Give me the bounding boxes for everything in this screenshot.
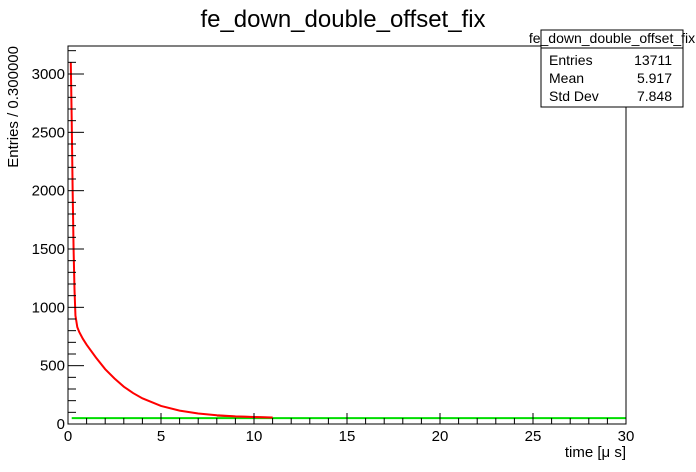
stats-box: fe_down_double_offset_fix Entries 13711 … xyxy=(529,29,695,108)
y-tick-label: 1500 xyxy=(32,241,65,258)
y-axis-label: Entries / 0.300000 xyxy=(5,46,22,168)
x-tick-label: 30 xyxy=(618,428,635,445)
y-tick-label: 2500 xyxy=(32,124,65,141)
stats-mean-label: Mean xyxy=(549,70,584,86)
x-tick-label: 25 xyxy=(525,428,542,445)
y-tick-label: 500 xyxy=(40,358,65,375)
x-tick-label: 10 xyxy=(246,428,263,445)
y-tick-label: 1000 xyxy=(32,299,65,316)
fit-curve xyxy=(69,62,273,419)
stats-box-title: fe_down_double_offset_fix xyxy=(529,30,695,46)
chart-title: fe_down_double_offset_fix xyxy=(200,6,485,33)
y-tick-label: 0 xyxy=(57,416,65,433)
y-tick-label: 2000 xyxy=(32,183,65,200)
x-axis: 0 5 10 15 20 25 30 xyxy=(64,413,635,445)
y-tick-label: 3000 xyxy=(32,66,65,83)
stats-mean-value: 5.917 xyxy=(637,70,672,86)
stats-stddev-value: 7.848 xyxy=(637,88,672,104)
stats-box-frame xyxy=(540,29,684,108)
stats-stddev-label: Std Dev xyxy=(549,88,599,104)
fit-curves xyxy=(69,62,626,420)
stats-entries-label: Entries xyxy=(549,52,593,68)
x-tick-label: 0 xyxy=(64,428,72,445)
x-axis-label: time [μ s] xyxy=(565,444,626,461)
x-tick-label: 15 xyxy=(339,428,356,445)
x-tick-label: 5 xyxy=(157,428,165,445)
x-tick-label: 20 xyxy=(432,428,449,445)
stats-entries-value: 13711 xyxy=(634,52,672,68)
y-axis: 0 500 1000 1500 2000 2500 3000 xyxy=(32,50,84,433)
